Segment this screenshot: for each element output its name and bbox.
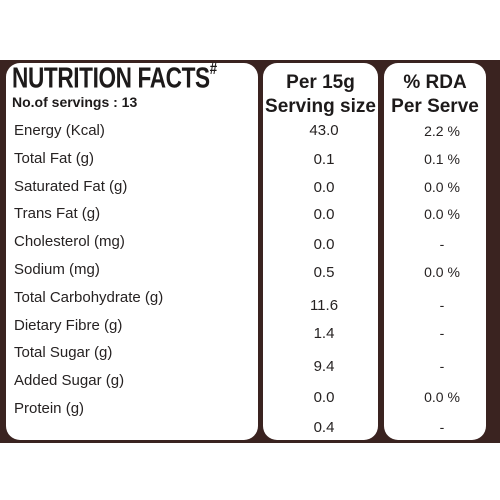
nutrition-facts-title: NUTRITION FACTS# <box>12 59 217 96</box>
serving-panel <box>263 63 378 440</box>
rda-header-line2: Per Serve <box>391 96 479 117</box>
serving-header-line1: Per 15g <box>286 72 355 93</box>
nutrient-rda: 0.0 % <box>424 179 460 195</box>
nutrient-label: Cholesterol (mg) <box>14 233 125 250</box>
nutrient-rda: 0.1 % <box>424 151 460 167</box>
nutrient-rda: - <box>439 358 445 374</box>
nutrient-rda: 0.0 % <box>424 264 460 280</box>
rda-panel <box>384 63 486 440</box>
nutrient-value: 0.4 <box>313 419 335 436</box>
nutrient-label: Added Sugar (g) <box>14 372 125 389</box>
nutrient-label: Dietary Fibre (g) <box>14 317 123 334</box>
nutrient-value: 11.6 <box>309 297 339 314</box>
nutrient-rda: - <box>439 325 445 341</box>
nutrient-value: 1.4 <box>313 325 335 342</box>
servings-count: No.of servings : 13 <box>12 94 138 110</box>
nutrient-label: Total Sugar (g) <box>14 344 113 361</box>
nutrient-panel <box>6 63 258 440</box>
nutrient-rda: - <box>439 419 445 435</box>
title-mark: # <box>209 59 217 78</box>
nutrient-value: 0.0 <box>313 236 335 253</box>
nutrient-label: Sodium (mg) <box>14 261 100 278</box>
nutrient-value: 43.0 <box>309 122 339 139</box>
nutrient-rda: 2.2 % <box>424 123 460 139</box>
nutrient-value: 9.4 <box>313 358 335 375</box>
nutrient-label: Total Carbohydrate (g) <box>14 289 164 306</box>
nutrient-label: Trans Fat (g) <box>14 205 101 222</box>
rda-header-line1: % RDA <box>403 72 467 93</box>
nutrient-rda: 0.0 % <box>424 389 460 405</box>
nutrient-value: 0.0 <box>313 206 335 223</box>
nutrient-label: Protein (g) <box>14 400 85 417</box>
nutrient-label: Energy (Kcal) <box>14 122 105 139</box>
nutrient-rda: - <box>439 297 445 313</box>
nutrient-rda: - <box>439 236 445 252</box>
title-text: NUTRITION FACTS <box>12 62 210 95</box>
serving-header-line2: Serving size <box>265 96 376 117</box>
nutrient-rda: 0.0 % <box>424 206 460 222</box>
nutrient-value: 0.1 <box>313 151 335 168</box>
nutrient-value: 0.5 <box>313 264 335 281</box>
nutrient-label: Total Fat (g) <box>14 150 95 167</box>
nutrient-value: 0.0 <box>313 179 335 196</box>
nutrient-label: Saturated Fat (g) <box>14 178 128 195</box>
nutrient-value: 0.0 <box>313 389 335 406</box>
